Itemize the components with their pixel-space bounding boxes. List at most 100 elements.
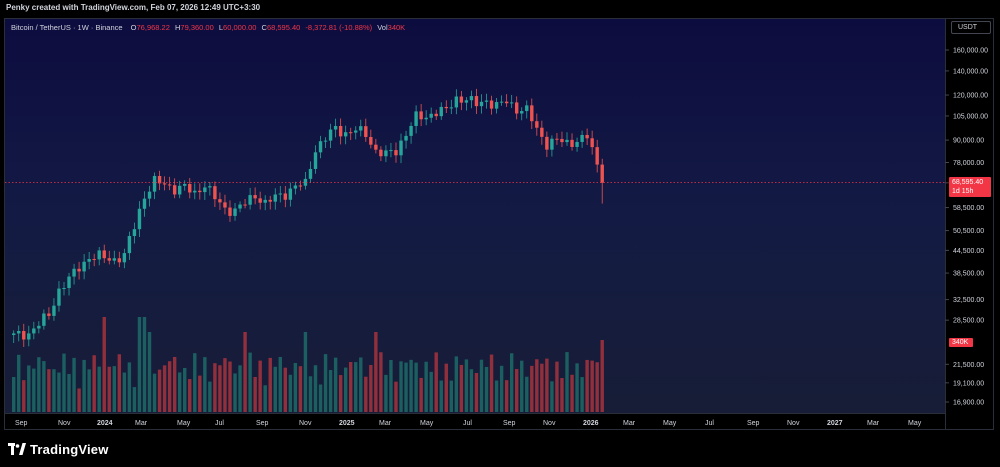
candlestick-chart[interactable]: 160,000.00 140,000.00 120,000.00 105,000.00… bbox=[5, 19, 994, 430]
time-tick-label: Sep bbox=[747, 420, 760, 427]
price-tick-label: 21,500.00 bbox=[953, 362, 984, 369]
volume-bar bbox=[293, 362, 298, 412]
volume-bar bbox=[243, 332, 247, 412]
time-tick-label: Sep bbox=[15, 420, 28, 427]
volume-bar bbox=[424, 361, 428, 412]
volume-bar bbox=[530, 365, 534, 412]
candle-body bbox=[333, 126, 338, 130]
candle-body bbox=[283, 193, 288, 200]
price-tick-label: 38,500.00 bbox=[953, 271, 984, 278]
volume-bar bbox=[369, 364, 373, 412]
candle-body bbox=[459, 96, 464, 103]
candle-body bbox=[499, 101, 504, 103]
tradingview-logo[interactable]: TradingView bbox=[8, 440, 109, 458]
legend-low-key: L bbox=[218, 23, 224, 32]
legend-high: 79,360.00 bbox=[180, 23, 214, 32]
candle-body bbox=[198, 190, 202, 193]
legend-high-key: H bbox=[174, 23, 181, 32]
candle-body bbox=[600, 164, 604, 183]
volume-bar bbox=[203, 357, 207, 412]
currency-button[interactable]: USDT bbox=[951, 21, 991, 34]
volume-bar bbox=[333, 357, 338, 412]
time-axis[interactable] bbox=[5, 413, 945, 429]
candle-body bbox=[479, 101, 484, 107]
volume-bar bbox=[283, 367, 288, 412]
volume-bar bbox=[469, 369, 474, 412]
volume-bar bbox=[585, 359, 589, 412]
volume-bar bbox=[208, 381, 212, 412]
candle-body bbox=[349, 132, 353, 134]
volume-bar bbox=[273, 366, 277, 412]
legend-volume: 340K bbox=[387, 23, 406, 32]
candle-body bbox=[288, 188, 293, 200]
tradingview-logo-icon bbox=[8, 443, 26, 455]
volume-bar bbox=[52, 369, 56, 412]
time-tick-label: 2027 bbox=[827, 420, 843, 427]
candle-body bbox=[484, 100, 489, 102]
candle-body bbox=[303, 178, 308, 186]
candle-body bbox=[570, 139, 574, 147]
candle-body bbox=[102, 250, 106, 259]
candle-body bbox=[575, 141, 579, 147]
candle-body bbox=[525, 105, 529, 112]
candle-body bbox=[238, 204, 242, 209]
candle-body bbox=[127, 236, 132, 254]
volume-bar bbox=[147, 332, 152, 412]
price-axis[interactable] bbox=[945, 19, 993, 429]
volume-bar bbox=[238, 365, 242, 412]
plot-area[interactable] bbox=[5, 19, 945, 413]
volume-bar bbox=[188, 379, 192, 412]
candle-body bbox=[419, 111, 423, 120]
volume-bar bbox=[359, 357, 363, 412]
candle-body bbox=[379, 149, 383, 157]
candle-body bbox=[414, 111, 418, 126]
chart-frame[interactable]: 160,000.00 140,000.00 120,000.00 105,000.00… bbox=[4, 18, 994, 430]
candle-body bbox=[424, 117, 428, 120]
candle-body bbox=[590, 138, 594, 148]
legend-low: 60,000.00 bbox=[223, 23, 257, 32]
time-tick-label: May bbox=[177, 420, 191, 427]
time-tick-label: Jul bbox=[463, 420, 472, 427]
candle-body bbox=[308, 168, 313, 179]
volume-bar bbox=[162, 365, 167, 412]
volume-bar bbox=[27, 365, 31, 412]
candle-body bbox=[152, 175, 157, 192]
volume-bar bbox=[228, 361, 232, 412]
candle-body bbox=[268, 199, 272, 202]
price-tick-label: 90,000.00 bbox=[953, 138, 984, 145]
top-bar: Penky created with TradingView.com, Feb … bbox=[0, 0, 1000, 18]
brand-name: TradingView bbox=[30, 441, 109, 457]
volume-bar bbox=[318, 384, 323, 412]
candle-body bbox=[389, 150, 393, 152]
volume-bar bbox=[198, 375, 202, 412]
volume-bar bbox=[77, 388, 81, 412]
candle-body bbox=[359, 126, 363, 131]
price-tick-label: 78,000.00 bbox=[953, 160, 984, 167]
volume-bar bbox=[489, 354, 494, 412]
candle-body bbox=[343, 132, 348, 137]
volume-bar bbox=[22, 380, 26, 412]
time-tick-label: Nov bbox=[299, 420, 312, 427]
candle-body bbox=[540, 127, 544, 137]
candle-body bbox=[37, 325, 41, 329]
volume-bar bbox=[328, 370, 333, 412]
candle-body bbox=[454, 96, 459, 108]
legend-volume-key: Vol bbox=[377, 23, 388, 32]
volume-bar bbox=[565, 352, 569, 412]
candle-countdown: 1d 15h bbox=[952, 188, 974, 195]
volume-bar bbox=[520, 360, 524, 412]
volume-bar bbox=[474, 372, 479, 412]
candle-body bbox=[439, 106, 443, 117]
price-tick-label: 19,100.00 bbox=[953, 380, 984, 387]
volume-bar bbox=[555, 361, 559, 412]
volume-bar bbox=[494, 380, 499, 412]
volume-bar bbox=[72, 357, 76, 412]
candle-body bbox=[404, 135, 408, 141]
volume-bar bbox=[384, 374, 388, 412]
candle-body bbox=[142, 198, 147, 209]
volume-bar bbox=[550, 381, 554, 412]
candle-body bbox=[132, 229, 137, 237]
footer bbox=[0, 432, 1000, 467]
volume-bar bbox=[132, 387, 137, 412]
volume-bar bbox=[102, 317, 106, 412]
